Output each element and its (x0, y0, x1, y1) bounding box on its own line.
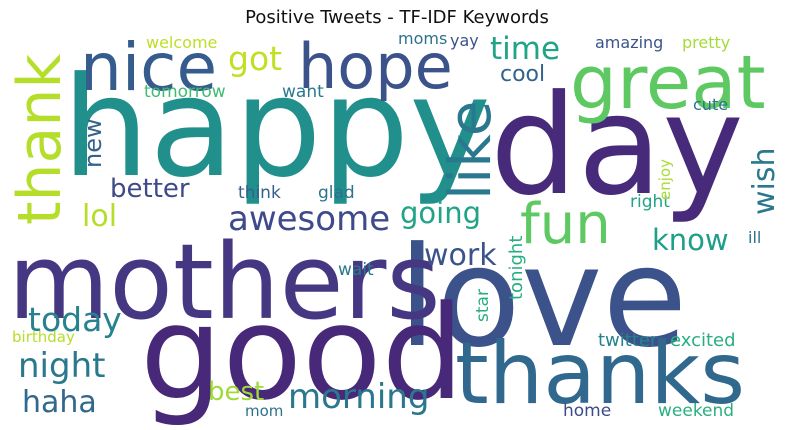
word-cool: cool (500, 62, 545, 87)
word-twitter: twitter (598, 330, 658, 351)
word-awesome: awesome (228, 199, 390, 239)
word-welcome: welcome (146, 33, 217, 52)
word-got: got (228, 39, 282, 78)
word-wait: wait (338, 260, 374, 280)
word-birthday: birthday (12, 328, 75, 346)
word-mothers: mothers (8, 221, 441, 343)
word-tomorrow: tomorrow (144, 82, 226, 102)
word-good: good (140, 277, 464, 429)
chart-title: Positive Tweets - TF-IDF Keywords (245, 7, 549, 28)
word-right: right (630, 192, 670, 212)
word-thanks: thanks (455, 324, 745, 424)
word-hope: hope (298, 30, 453, 103)
word-morning: morning (288, 377, 429, 417)
word-time: time (490, 31, 560, 67)
word-know: know (652, 223, 729, 257)
word-great: great (570, 40, 766, 126)
word-today: today (28, 300, 122, 339)
word-weekend: weekend (658, 401, 734, 421)
word-want: want (282, 82, 324, 102)
word-think: think (238, 183, 281, 203)
word-fun: fun (520, 192, 611, 257)
word-work: work (424, 238, 497, 273)
word-like: like (436, 101, 504, 200)
word-haha: haha (22, 385, 97, 420)
word-nice: nice (80, 29, 217, 106)
word-wish: wish (747, 147, 782, 215)
word-mom: mom (245, 402, 283, 420)
word-yay: yay (450, 31, 479, 50)
word-happy: happy (62, 47, 491, 208)
word-love: love (398, 217, 687, 378)
word-night: night (18, 346, 105, 386)
word-better: better (110, 174, 190, 204)
word-cute: cute (693, 95, 728, 114)
word-pretty: pretty (682, 33, 730, 52)
word-star: star (473, 289, 493, 322)
word-moms: moms (398, 29, 447, 48)
word-new: new (79, 118, 107, 168)
word-thank: thank (5, 54, 75, 225)
word-home: home (563, 401, 611, 421)
word-amazing: amazing (595, 33, 663, 52)
word-lol: lol (82, 199, 117, 234)
word-best: best (208, 377, 264, 407)
word-glad: glad (318, 183, 355, 203)
word-ill: ill (748, 228, 761, 247)
word-tonight: tonight (506, 236, 527, 300)
word-enjoy: enjoy (656, 159, 674, 200)
word-going: going (400, 196, 481, 230)
word-day: day (490, 65, 744, 226)
word-excited: excited (670, 330, 736, 351)
